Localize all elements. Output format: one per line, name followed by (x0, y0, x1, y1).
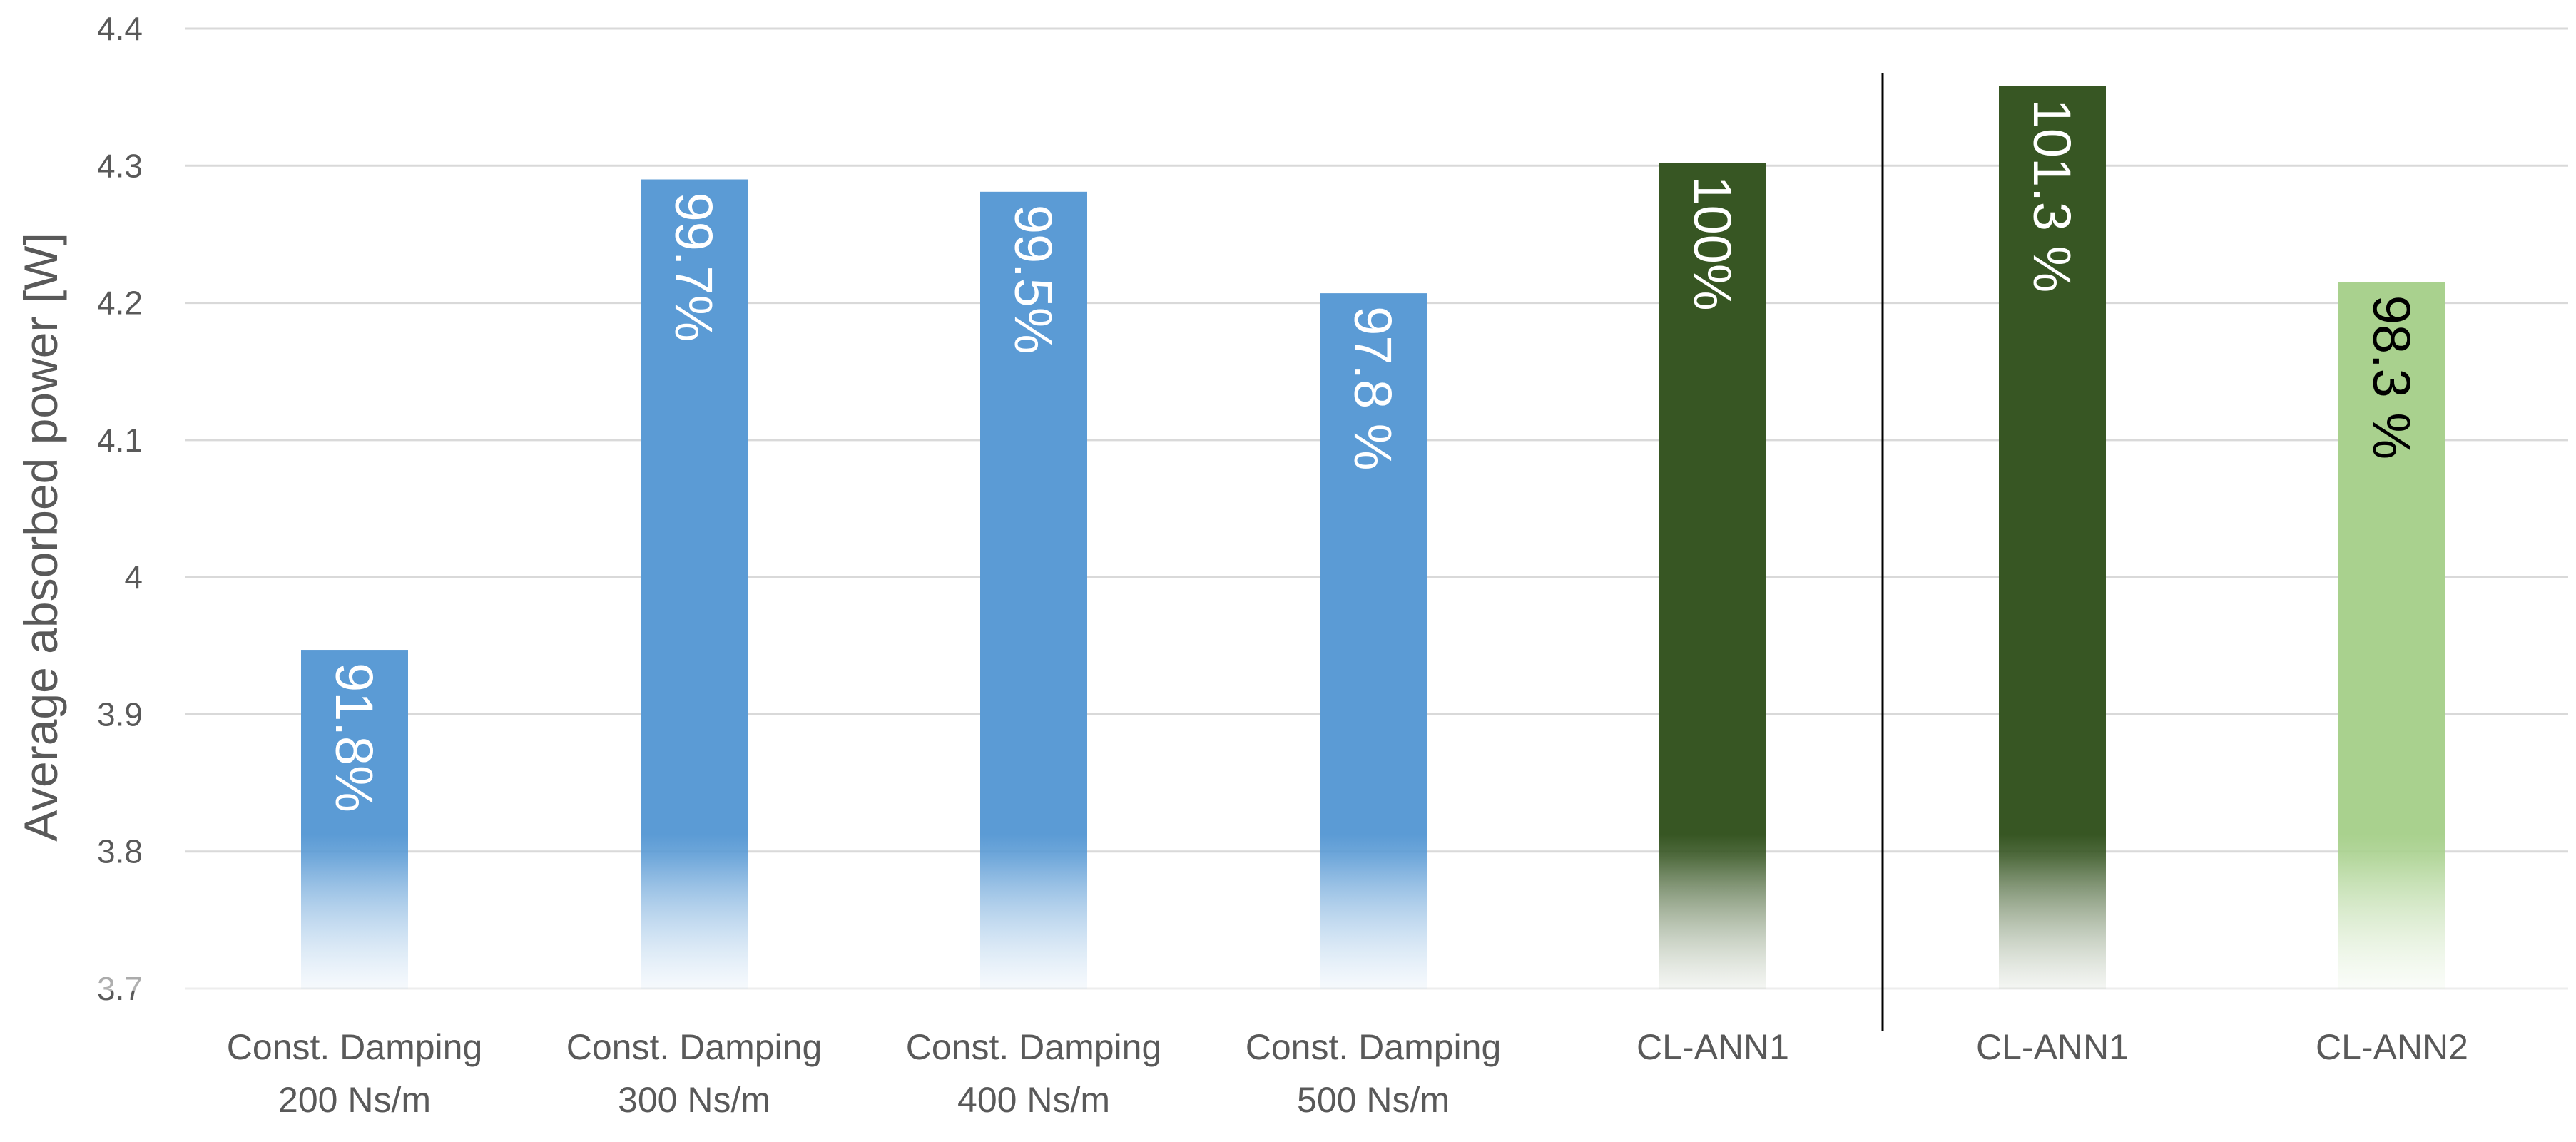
x-category-label: CL-ANN1 (1636, 1027, 1789, 1067)
x-category-label: 500 Ns/m (1297, 1080, 1450, 1120)
data-label: 91.8% (325, 663, 384, 812)
y-tick-label: 4 (124, 559, 143, 596)
data-label: 98.3 % (2362, 295, 2421, 459)
x-category-label: Const. Damping (1246, 1027, 1502, 1067)
baseline-fade (43, 856, 2572, 991)
bars (301, 86, 2445, 989)
bar-2 (980, 191, 1087, 989)
data-label: 97.8 % (1343, 306, 1402, 470)
x-category-label: 300 Ns/m (618, 1080, 770, 1120)
data-label: 100% (1683, 175, 1742, 310)
bar-5 (1999, 86, 2106, 989)
bar-4 (1659, 163, 1766, 989)
x-category-label: 400 Ns/m (957, 1080, 1110, 1120)
x-category-label: Const. Damping (566, 1027, 823, 1067)
bottom-fade (43, 856, 2572, 991)
data-label: 101.3 % (2022, 99, 2082, 293)
y-axis-label: Average absorbed power [W] (14, 233, 67, 842)
y-tick-label: 4.3 (97, 147, 143, 184)
x-category-label: Const. Damping (227, 1027, 483, 1067)
data-label: 99.7% (664, 193, 723, 342)
y-tick-label: 4.4 (97, 10, 143, 47)
y-tick-label: 4.2 (97, 285, 143, 322)
x-category-label: Const. Damping (906, 1027, 1162, 1067)
bar-1 (641, 179, 748, 989)
x-axis-categories: Const. Damping 200 Ns/m Const. Damping 300 … (227, 1027, 2468, 1120)
data-label: 99.5% (1004, 205, 1063, 355)
x-category-label: CL-ANN1 (1976, 1027, 2129, 1067)
x-category-label: 200 Ns/m (278, 1080, 431, 1120)
data-labels: 91.8% 99.7% 99.5% 97.8 % 100% 101.3 % 98.3 % (325, 99, 2421, 812)
y-tick-label: 4.1 (97, 422, 143, 459)
y-tick-label: 3.9 (97, 695, 143, 733)
x-category-label: CL-ANN2 (2316, 1027, 2468, 1067)
